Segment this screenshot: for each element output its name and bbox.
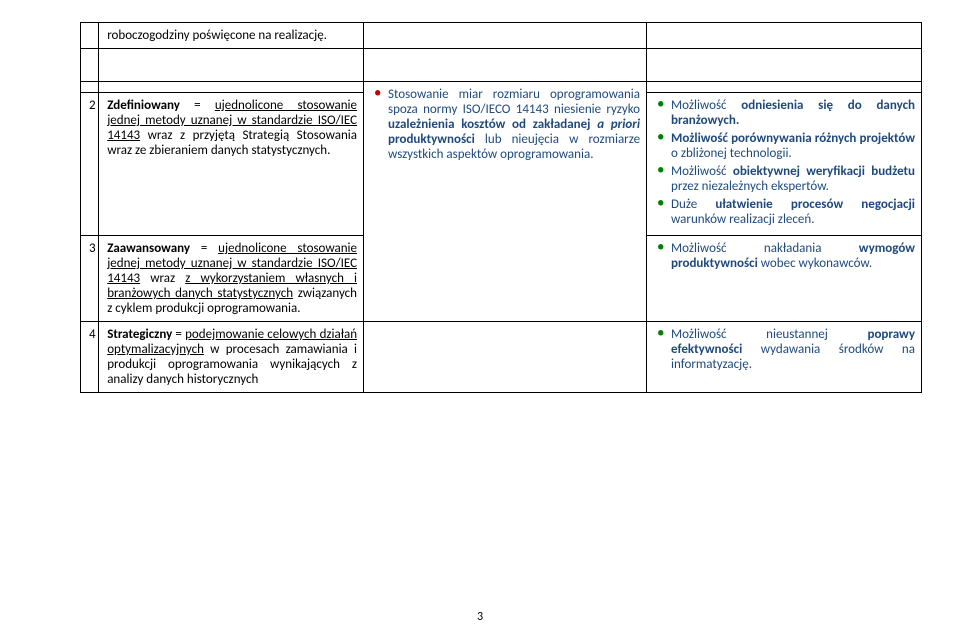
bullet-list: Możliwość nieustannej poprawy efektywnoś… <box>655 327 915 372</box>
bullet-list: Możliwość odniesienia się do danych bran… <box>655 98 915 227</box>
cell-center: Stosowanie miar rozmiaru oprogramowania … <box>364 82 647 322</box>
cell-right: Możliwość odniesienia się do danych bran… <box>647 93 922 236</box>
table-row: Stosowanie miar rozmiaru oprogramowania … <box>81 82 922 93</box>
text: Możliwość nieustannej <box>671 327 867 342</box>
text: a priori <box>597 117 640 132</box>
text: produktywności <box>388 132 475 147</box>
bullet-list: Stosowanie miar rozmiaru oprogramowania … <box>372 87 640 162</box>
spacer-row <box>81 49 922 82</box>
list-item: Możliwość nieustannej poprawy efektywnoś… <box>671 327 915 372</box>
cell-def: Strategiczny = podejmowanie celowych dzi… <box>99 322 364 393</box>
cell-right: Możliwość nieustannej poprawy efektywnoś… <box>647 322 922 393</box>
text: = <box>172 327 185 342</box>
text: Stosowanie miar rozmiaru oprogramowania … <box>388 87 640 117</box>
text: Możliwość <box>671 164 733 179</box>
list-item: Możliwość obiektywnej weryfikacji budżet… <box>671 164 915 194</box>
cell-num: 4 <box>81 322 99 393</box>
text: Zaawansowany <box>107 241 190 256</box>
list-item: Możliwość nakładania wymogów produktywno… <box>671 241 915 271</box>
text: roboczogodziny poświęcone na realizację. <box>107 28 327 43</box>
text: warunków realizacji zleceń. <box>671 212 814 227</box>
cell-right <box>647 23 922 49</box>
text: Możliwość nakładania <box>671 241 859 256</box>
page: roboczogodziny poświęcone na realizację.… <box>0 0 960 632</box>
text: wobec wykonawców. <box>758 256 872 271</box>
text: = <box>180 98 215 113</box>
cell-num <box>81 82 99 93</box>
cell-center <box>364 322 647 393</box>
row-number: 4 <box>89 327 96 342</box>
text: Możliwość porównywania różnych projektów <box>671 131 915 146</box>
cell-center <box>364 23 647 49</box>
main-table: roboczogodziny poświęcone na realizację.… <box>80 22 922 393</box>
list-item: Możliwość odniesienia się do danych bran… <box>671 98 915 128</box>
text: Możliwość <box>671 98 727 113</box>
text: uzależnienia kosztów od zakładanej <box>388 117 597 132</box>
text: przez niezależnych ekspertów. <box>671 179 829 194</box>
cell-num: 2 <box>81 93 99 236</box>
cell-def: roboczogodziny poświęcone na realizację. <box>99 23 364 49</box>
text: ułatwienie procesów negocjacji <box>715 197 915 212</box>
text: Zdefiniowany <box>107 98 180 113</box>
text: wraz z przyjętą Strategią Stosowania wra… <box>107 128 357 158</box>
table-row: roboczogodziny poświęcone na realizację. <box>81 23 922 49</box>
page-number: 3 <box>0 610 960 624</box>
cell-def: Zaawansowany = ujednolicone stosowanie j… <box>99 236 364 322</box>
text: Strategiczny <box>107 327 172 342</box>
table-row: 4 Strategiczny = podejmowanie celowych d… <box>81 322 922 393</box>
list-item: Stosowanie miar rozmiaru oprogramowania … <box>388 87 640 162</box>
cell-right: Możliwość nakładania wymogów produktywno… <box>647 236 922 322</box>
text: obiektywnej weryfikacji budżetu <box>733 164 915 179</box>
text: o zbliżonej technologii. <box>671 146 792 161</box>
text: wraz <box>140 271 185 286</box>
text: = <box>190 241 218 256</box>
cell-right <box>647 82 922 93</box>
text: 3 <box>477 610 483 624</box>
cell-num <box>81 23 99 49</box>
cell-def <box>99 82 364 93</box>
cell-def: Zdefiniowany = ujednolicone stosowanie j… <box>99 93 364 236</box>
row-number: 3 <box>89 241 96 256</box>
list-item: Możliwość porównywania różnych projektów… <box>671 131 915 161</box>
row-number: 2 <box>89 98 96 113</box>
text: Duże <box>671 197 715 212</box>
bullet-list: Możliwość nakładania wymogów produktywno… <box>655 241 915 271</box>
list-item: Duże ułatwienie procesów negocjacji waru… <box>671 197 915 227</box>
cell-num: 3 <box>81 236 99 322</box>
